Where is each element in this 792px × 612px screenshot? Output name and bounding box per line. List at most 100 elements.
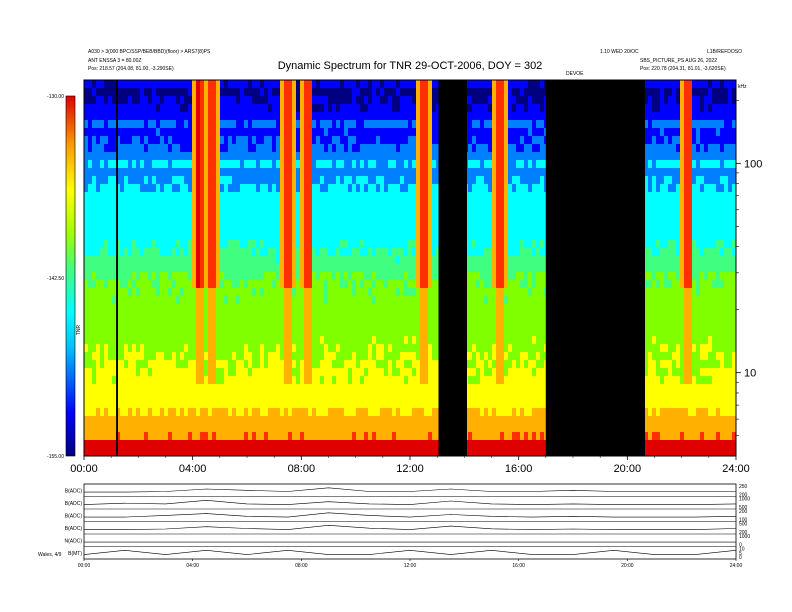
spectrogram-cell: [248, 160, 253, 169]
spectrogram-cell: [108, 256, 113, 265]
spectrogram-cell: [504, 168, 509, 177]
spectrogram-cell: [160, 296, 165, 305]
spectrogram-cell: [132, 224, 137, 233]
spectrogram-cell: [436, 208, 441, 217]
spectrogram-cell: [204, 304, 209, 313]
spectrogram-cell: [472, 168, 477, 177]
spectrogram-cell: [248, 416, 253, 425]
spectrogram-cell: [292, 144, 297, 153]
spectrogram-cell: [136, 304, 141, 313]
spectrogram-cell: [148, 320, 153, 329]
spectrogram-cell: [88, 256, 93, 265]
spectrogram-cell: [340, 448, 345, 457]
spectrogram-cell: [156, 208, 161, 217]
spectrogram-cell: [152, 304, 157, 313]
spectrogram-cell: [492, 344, 497, 353]
spectrogram-cell: [296, 256, 301, 265]
spectrogram-cell: [500, 320, 505, 329]
spectrogram-cell: [492, 352, 497, 361]
spectrogram-cell: [84, 248, 89, 257]
spectrogram-cell: [308, 224, 313, 233]
spectrogram-cell: [332, 320, 337, 329]
spectrogram-cell: [192, 200, 197, 209]
spectrogram-cell: [500, 176, 505, 185]
spectrogram-cell: [216, 304, 221, 313]
spectrogram-cell: [144, 80, 149, 89]
spectrogram-cell: [284, 240, 289, 249]
spectrogram-cell: [196, 96, 201, 105]
spectrogram-cell: [292, 272, 297, 281]
spectrogram-cell: [344, 344, 349, 353]
spectrogram-cell: [356, 400, 361, 409]
spectrogram-cell: [344, 312, 349, 321]
spectrogram-cell: [496, 376, 501, 385]
spectrogram-cell: [268, 368, 273, 377]
spectrogram-cell: [128, 264, 133, 273]
spectrogram-cell: [300, 432, 305, 441]
spectrogram-cell: [88, 112, 93, 121]
spectrogram-cell: [380, 384, 385, 393]
spectrogram-cell: [128, 368, 133, 377]
spectrogram-cell: [392, 248, 397, 257]
spectrogram-cell: [224, 96, 229, 105]
spectrogram-cell: [124, 208, 129, 217]
spectrogram-cell: [140, 304, 145, 313]
spectrogram-cell: [100, 400, 105, 409]
spectrogram-cell: [88, 128, 93, 137]
spectrogram-cell: [184, 376, 189, 385]
spectrogram-cell: [124, 120, 129, 129]
spectrogram-cell: [300, 424, 305, 433]
spectrogram-cell: [296, 416, 301, 425]
spectrogram-cell: [304, 256, 309, 265]
header-right-line3: Pos: 220.78 (204.31, 81.01, -3.620SE): [640, 66, 726, 72]
spectrogram-cell: [304, 312, 309, 321]
spectrogram-cell: [368, 208, 373, 217]
spectrogram-cell: [368, 192, 373, 201]
spectrogram-cell: [316, 304, 321, 313]
spectrogram-cell: [296, 408, 301, 417]
spectrogram-cell: [180, 112, 185, 121]
spectrogram-cell: [292, 80, 297, 89]
spectrogram-cell: [484, 240, 489, 249]
spectrogram-cell: [100, 352, 105, 361]
spectrogram-cell: [316, 328, 321, 337]
spectrogram-cell: [276, 224, 281, 233]
spectrogram-cell: [260, 216, 265, 225]
spectrogram-cell: [428, 424, 433, 433]
spectrogram-cell: [300, 400, 305, 409]
spectrogram-cell: [472, 424, 477, 433]
spectrogram-cell: [196, 432, 201, 441]
spectrogram-cell: [480, 256, 485, 265]
spectrogram-cell: [212, 200, 217, 209]
spectrogram-cell: [156, 296, 161, 305]
spectrogram-cell: [120, 256, 125, 265]
spectrogram-cell: [424, 152, 429, 161]
spectrogram-cell: [120, 272, 125, 281]
spectrogram-cell: [424, 192, 429, 201]
spectrogram-cell: [112, 128, 117, 137]
spectrogram-cell: [204, 136, 209, 145]
spectrogram-cell: [312, 432, 317, 441]
spectrogram-cell: [472, 288, 477, 297]
spectrogram-cell: [216, 448, 221, 457]
spectrogram-cell: [488, 392, 493, 401]
spectrogram-cell: [324, 432, 329, 441]
spectrogram-cell: [144, 328, 149, 337]
spectrogram-cell: [420, 344, 425, 353]
spectrogram-cell: [268, 104, 273, 113]
spectrogram-cell: [328, 128, 333, 137]
spectrogram-cell: [272, 304, 277, 313]
spectrogram-cell: [500, 360, 505, 369]
spectrogram-cell: [152, 344, 157, 353]
spectrogram-cell: [356, 128, 361, 137]
spectrogram-cell: [384, 272, 389, 281]
spectrogram-cell: [472, 136, 477, 145]
spectrogram-cell: [212, 296, 217, 305]
spectrogram-cell: [160, 344, 165, 353]
spectrogram-cell: [356, 248, 361, 257]
spectrogram-cell: [104, 352, 109, 361]
spectrogram-cell: [128, 232, 133, 241]
spectrogram-cell: [168, 176, 173, 185]
spectrogram-cell: [184, 448, 189, 457]
spectrogram-cell: [284, 232, 289, 241]
